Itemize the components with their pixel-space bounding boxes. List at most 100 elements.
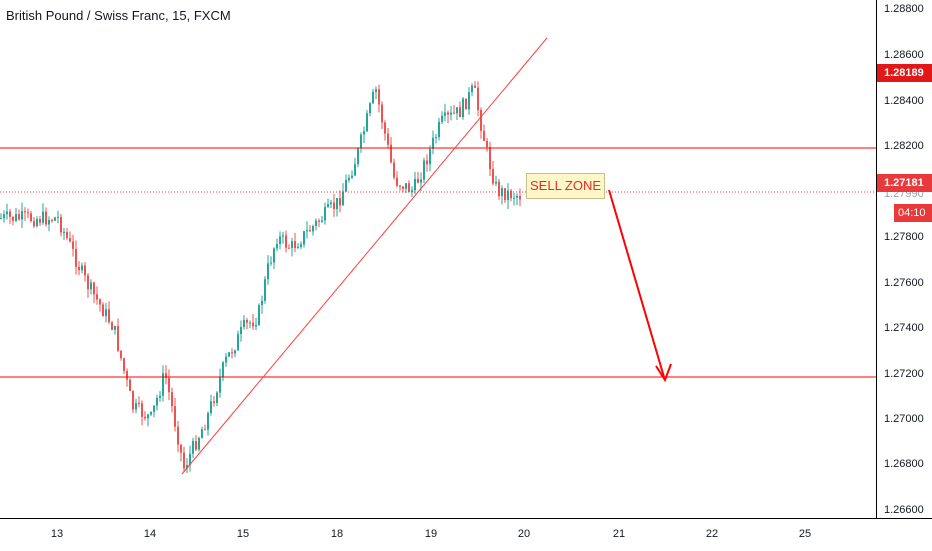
candle-body [360,134,362,149]
candle-body [39,219,41,223]
price-tick: 1.28400 [884,95,924,107]
candle-body [321,220,323,222]
candle-body [63,231,65,233]
trendline[interactable] [181,37,548,475]
candle-body [246,319,248,323]
candle-body [318,220,320,222]
candle-body [342,191,344,206]
candle-body [270,262,272,264]
candle-body [174,406,176,427]
candle-body [114,325,116,330]
candle-body [252,322,254,327]
price-axis[interactable]: 1.28800 1.28600 1.28400 1.28200 1.27800 … [876,0,932,518]
candle-body [183,452,185,469]
candle-body [255,324,257,327]
candle-body [123,358,125,371]
candle-body [150,411,152,415]
candle-body [300,244,302,247]
candle-body [21,211,23,220]
candle-body [51,219,53,221]
candle-body [261,300,263,306]
candle-body [177,426,179,445]
time-tick: 21 [612,528,626,540]
candle-body [390,144,392,163]
candle-body [84,265,86,276]
candle-body [234,350,236,354]
candle-body [504,188,506,201]
candle-body [171,392,173,407]
time-tick: 22 [705,528,719,540]
candle-body [369,103,371,114]
candle-body [69,238,71,242]
candle-body [333,202,335,209]
candle-body [162,373,164,396]
candle-body [456,107,458,114]
candle-body [384,122,386,134]
candle-body [393,162,395,178]
candle-body [159,395,161,398]
candle-body [135,403,137,410]
candle-body [225,356,227,363]
candle-body [444,112,446,116]
candle-body [138,403,140,405]
candle-body [414,178,416,191]
candle-body [0,218,2,220]
candle-body [420,179,422,183]
candle-body [429,148,431,165]
price-tick: 1.26600 [884,504,924,516]
candle-body [195,441,197,450]
candle-body [510,190,512,199]
candle-body [381,104,383,123]
candle-body [372,91,374,104]
candle-body [357,148,359,165]
projection-arrow[interactable] [608,189,672,383]
candle-body [186,465,188,469]
candle-body [93,282,95,295]
candle-body [42,211,44,223]
candle-body [402,186,404,189]
candle-body [477,87,479,110]
candle-body [309,229,311,232]
candle-body [81,265,83,271]
candle-body [450,112,452,115]
candle-body [207,413,209,430]
candle-body [117,325,119,351]
candle-body [519,195,521,200]
candle-body [348,177,350,180]
price-tick: 1.28600 [884,49,924,61]
candle-body [144,416,146,419]
candle-body [336,198,338,209]
candle-body [30,213,32,222]
candle-body [483,130,485,141]
candle-body [264,279,266,301]
candle-body [306,229,308,232]
time-tick: 25 [798,528,812,540]
chart-canvas[interactable] [0,0,876,518]
candle-body [387,133,389,145]
candle-body [168,378,170,393]
candle-body [147,414,149,419]
candle-body [486,140,488,148]
price-tick: 1.28200 [884,140,924,152]
price-tick: 1.27800 [884,231,924,243]
candle-body [276,243,278,249]
candle-body [249,322,251,324]
candle-body [120,350,122,359]
candle-body [441,115,443,122]
time-axis[interactable]: 13 14 15 18 19 20 21 22 25 [0,518,932,551]
candle-body [237,334,239,351]
candle-body [399,185,401,187]
candle-body [231,352,233,354]
candle-body [75,248,77,267]
candle-body [363,131,365,135]
sell-zone-label[interactable]: SELL ZONE [526,173,606,199]
candle-body [228,352,230,357]
candle-body [57,216,59,218]
candle-body [273,248,275,263]
time-tick: 13 [50,528,64,540]
candle-body [498,181,500,197]
candle-body [405,183,407,189]
candle-body [312,225,314,232]
candle-body [378,89,380,105]
price-tick: 1.27600 [884,277,924,289]
